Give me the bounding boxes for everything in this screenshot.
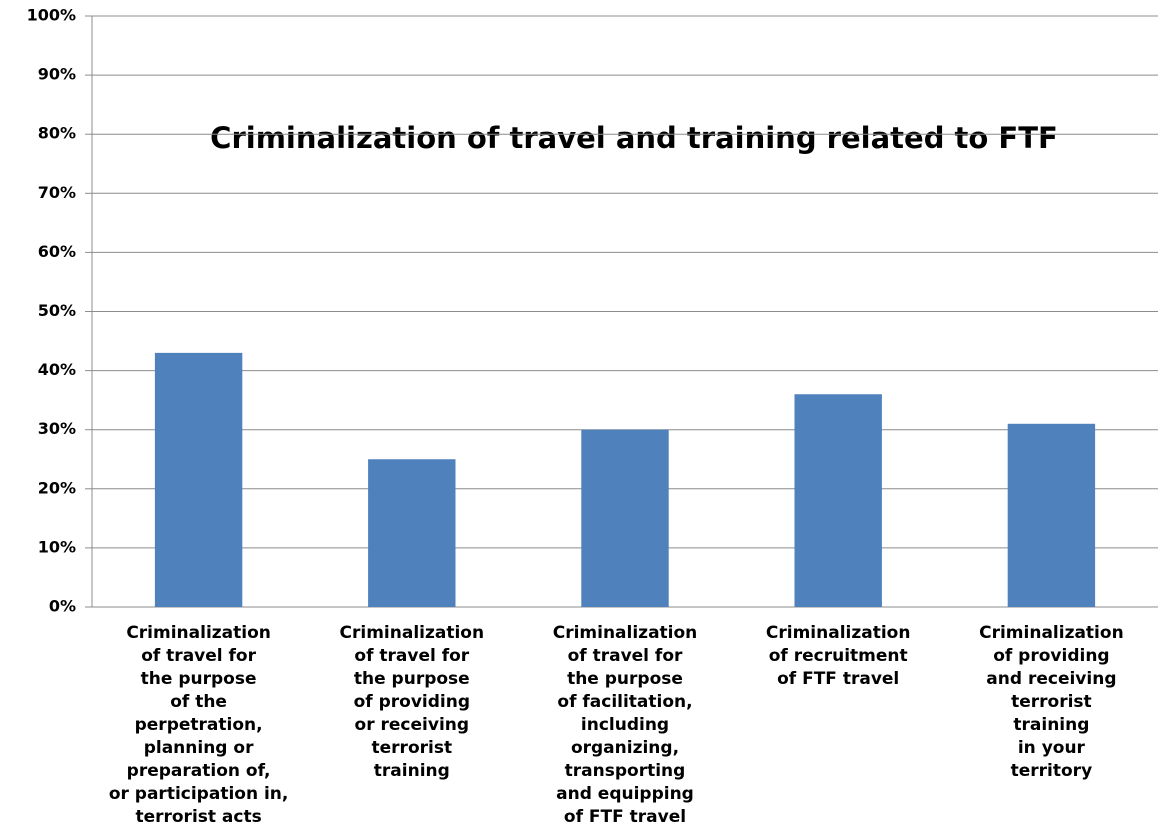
bar <box>581 429 669 607</box>
bar <box>154 352 243 607</box>
y-tick-label: 100% <box>27 6 76 25</box>
x-tick-label: Criminalization of providing and receiving… <box>979 623 1124 781</box>
bar <box>1007 423 1096 607</box>
x-tick-label: Criminalization of recruitment of FTF trav… <box>766 623 911 689</box>
y-tick-label: 30% <box>38 419 76 438</box>
y-tick-label: 60% <box>38 242 76 261</box>
x-tick-label: Criminalization of travel for the purpose o… <box>553 623 698 825</box>
y-tick-label: 80% <box>38 124 76 143</box>
bar <box>368 459 456 607</box>
x-tick-label: Criminalization of travel for the purpose o… <box>340 623 485 781</box>
y-tick-label: 90% <box>38 65 76 84</box>
y-tick-label: 10% <box>38 537 76 556</box>
y-tick-label: 0% <box>49 597 76 616</box>
y-tick-label: 70% <box>38 183 76 202</box>
y-tick-label: 40% <box>38 360 76 379</box>
y-tick-label: 50% <box>38 301 76 320</box>
y-tick-label: 20% <box>38 478 76 497</box>
chart-title: Criminalization of travel and training r… <box>210 121 1058 155</box>
bar <box>794 394 882 607</box>
x-tick-label: Criminalization of travel for the purpose o… <box>109 623 289 825</box>
